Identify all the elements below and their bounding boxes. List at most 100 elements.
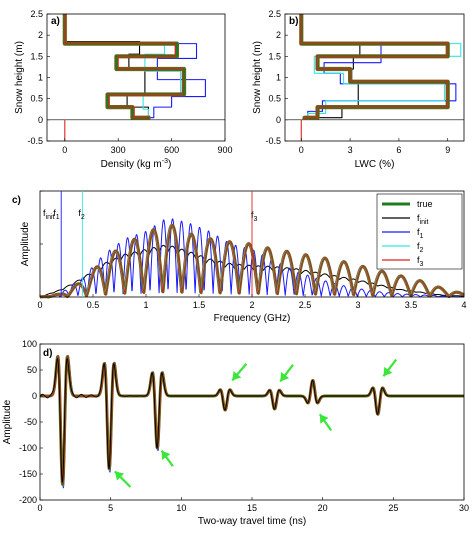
series-true (63, 14, 186, 120)
series-f-1 (64, 14, 206, 119)
y-tick-label: 1.5 (268, 51, 281, 61)
x-tick-label: 10 (176, 503, 186, 513)
series-f-3 (300, 14, 449, 120)
x-axis-label-end: ) (168, 159, 171, 170)
series-f-2 (300, 14, 462, 120)
vline-label-main: f (43, 208, 46, 218)
vline-label: finit (43, 208, 55, 221)
vline-label: f2 (78, 208, 85, 221)
series-f-2 (64, 14, 182, 119)
legend-label: f1 (417, 227, 424, 240)
panel-a-frame (46, 13, 226, 142)
x-tick-label: 3 (355, 300, 360, 310)
annotation-arrow (160, 449, 174, 467)
x-axis-label: LWC (%) (355, 159, 395, 170)
x-axis-label: Frequency (GHz) (214, 313, 291, 324)
y-tick-label: 2 (38, 30, 43, 40)
annotation-arrow (318, 413, 333, 431)
y-tick-label: 50 (27, 365, 37, 375)
x-tick-label: 0.5 (87, 300, 100, 310)
panel-label: d) (43, 348, 52, 359)
series-true-edge (40, 355, 464, 486)
legend-label-sub: 3 (420, 261, 424, 268)
x-tick-label: 2.5 (299, 300, 312, 310)
panel-a: -0.5 0 0.5 1 1.5 2 2.5 0 300 600 900 a) Snow height … (14, 9, 233, 170)
x-tick-label: 600 (164, 145, 179, 155)
vline-label-main: f (53, 208, 56, 218)
legend-item-f-init: finit (382, 213, 429, 226)
legend-item-f-1: f1 (382, 227, 424, 240)
series-f-3 (64, 14, 183, 119)
x-tick-label: 0 (37, 503, 42, 513)
panel-b: -0.5 0 0.5 1 1.5 2 2.5 0 3 6 9 b) Snow height (m) LWC… (252, 9, 465, 170)
panel-b-frame (284, 13, 465, 142)
arrow-head (232, 371, 242, 381)
y-tick-label: -0.5 (265, 136, 281, 146)
y-tick-label: 2 (276, 30, 281, 40)
annotation-arrow (279, 364, 294, 383)
vline-label: f1 (53, 208, 60, 221)
series-f-1 (300, 14, 457, 120)
y-tick-label: 100 (22, 339, 37, 349)
vline-label-sub: init (46, 214, 55, 221)
y-axis-label: Snow height (m) (252, 41, 263, 114)
y-tick-label: 0 (276, 115, 281, 125)
x-tick-label: 300 (111, 145, 126, 155)
x-tick-label: 20 (318, 503, 328, 513)
legend-label-main: f (417, 241, 420, 251)
legend-label-main: true (417, 199, 433, 209)
x-tick-label: 0 (62, 145, 67, 155)
arrow-head (319, 414, 329, 424)
x-tick-label: 0 (299, 145, 304, 155)
annotation-arrow (231, 363, 248, 382)
series-true (299, 14, 450, 120)
legend-item-f-2: f2 (382, 241, 424, 254)
panel-d: -200 -150 -100 -50 0 50 100 0 5 10 15 20 25 30 Two-way… (2, 339, 469, 527)
y-tick-label: 1.5 (30, 51, 43, 61)
y-axis-label: Snow height (m) (14, 41, 25, 114)
y-tick-label: 1 (38, 73, 43, 83)
legend-label-sub: init (420, 219, 429, 226)
x-axis-label: Two-way travel time (ns) (198, 516, 306, 527)
annotation-arrow (382, 358, 398, 377)
x-tick-label: 25 (388, 503, 398, 513)
y-tick-label: 1 (276, 73, 281, 83)
legend-label: finit (417, 213, 429, 226)
y-tick-label: 0 (32, 391, 37, 401)
y-tick-label: 2.5 (30, 9, 43, 19)
x-tick-label: 5 (108, 503, 113, 513)
legend-label: f2 (417, 241, 424, 254)
y-tick-label: 0 (38, 115, 43, 125)
legend-label: f3 (417, 255, 424, 268)
x-tick-label: 9 (445, 145, 450, 155)
x-tick-label: 1 (143, 300, 148, 310)
x-tick-label: 2 (249, 300, 254, 310)
arrow-head (383, 366, 393, 377)
legend-label: true (417, 199, 433, 209)
legend-item-true: true (382, 199, 433, 209)
arrow-head (280, 372, 290, 382)
x-tick-label: 3.5 (405, 300, 418, 310)
x-axis-label: Density (kg m-3) (101, 158, 172, 170)
x-tick-label: 3 (348, 145, 353, 155)
annotation-arrow (114, 470, 132, 488)
y-tick-label: -100 (19, 443, 37, 453)
legend-label-main: f (417, 227, 420, 237)
x-tick-label: 0 (37, 300, 42, 310)
series-true-edge (299, 14, 450, 120)
x-tick-label: 30 (459, 503, 469, 513)
x-axis-label-main: Density (kg m (101, 159, 162, 170)
vline-label-sub: 2 (81, 214, 85, 221)
legend-item-f-3: f3 (382, 255, 424, 268)
y-axis-label: Amplitude (20, 221, 31, 266)
vline-label-sub: 3 (254, 216, 258, 223)
y-tick-label: -150 (19, 469, 37, 479)
y-tick-label: 0.5 (268, 94, 281, 104)
x-tick-label: 15 (247, 503, 257, 513)
legend-label-sub: 1 (420, 233, 424, 240)
legend-label-main: f (417, 213, 420, 223)
series-f-init (300, 14, 361, 120)
y-axis-label: Amplitude (2, 399, 13, 444)
